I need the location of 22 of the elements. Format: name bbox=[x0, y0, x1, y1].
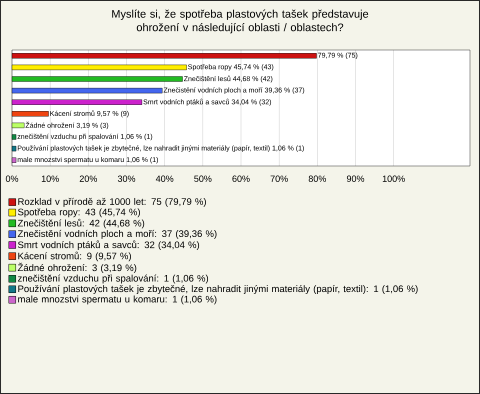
x-tick-label: 90% bbox=[346, 176, 364, 182]
x-tick-label: 30% bbox=[118, 176, 136, 182]
legend-label: Kácení stromů: 9 (9,57 %) bbox=[18, 252, 131, 262]
legend-label: Znečistění vodních ploch a moří: 37 (39,36 %) bbox=[18, 230, 217, 239]
chart-title: Myslíte si, že spotřeba plastových tašek představuje ohrožení v následující oblasti / oblastech? bbox=[112, 10, 368, 34]
x-tick-label: 50% bbox=[194, 176, 212, 182]
legend-label: male mnozstvi spermatu u komaru: 1 (1,06 %) bbox=[18, 296, 216, 304]
x-tick-label: 60% bbox=[232, 176, 250, 182]
x-tick-label: 10% bbox=[42, 176, 59, 182]
x-tick-label: 70% bbox=[270, 176, 288, 182]
legend-label: znečištění vzduchu při spalování: 1 (1,06 %) bbox=[18, 274, 208, 284]
legend-label: Znečištění lesů: 42 (44,68 %) bbox=[18, 218, 144, 228]
legend-label: Spotřeba ropy: 43 (45,74 %) bbox=[18, 208, 140, 218]
x-tick-label: 0% bbox=[6, 176, 18, 182]
x-tick-label: 80% bbox=[308, 176, 326, 182]
legend-label: Používání plastových tašek je zbytečné, lze nahradit jinými materiály (papír, textil): 1 (1,06 %) bbox=[18, 285, 418, 294]
x-tick-label: 20% bbox=[80, 176, 98, 182]
x-tick-label: 40% bbox=[156, 176, 174, 182]
legend-label: Smrt vodních ptáků a savců: 32 (34,04 %) bbox=[18, 240, 200, 250]
legend-label: Žádné ohrožení: 3 (3,19 %) bbox=[18, 262, 136, 273]
legend-label: Rozklad v přírodě až 1000 let: 75 (79,79 %) bbox=[18, 198, 206, 207]
x-tick-label: 100% bbox=[382, 176, 405, 182]
